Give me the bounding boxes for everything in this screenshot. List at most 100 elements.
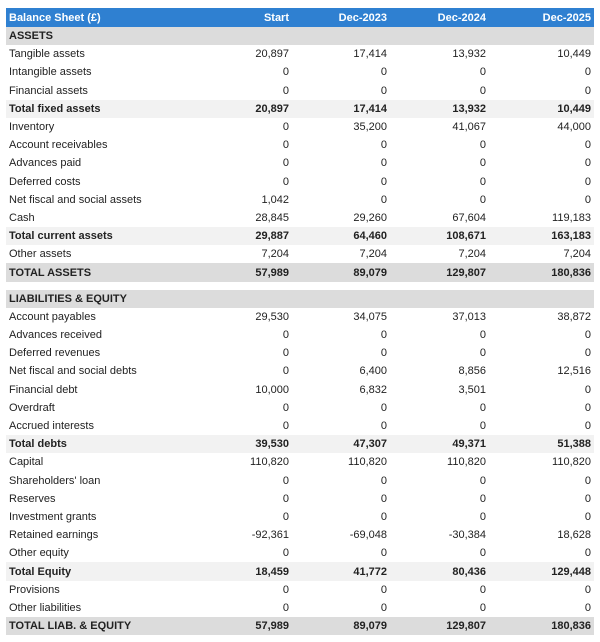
cell-value: 8,856 bbox=[458, 365, 486, 378]
cell-value: 0 bbox=[282, 510, 289, 523]
cell-value: 3,501 bbox=[458, 383, 486, 396]
cell-value: 49,371 bbox=[390, 435, 489, 454]
cell-value: 110,820 bbox=[447, 456, 486, 469]
cell-value: 0 bbox=[282, 66, 289, 79]
cell-value: 0 bbox=[479, 175, 486, 188]
cell-value: 0 bbox=[584, 583, 591, 596]
row-label: Total Equity bbox=[6, 562, 200, 581]
data-row: Capital 110,820 110,820 110,820 110,820 bbox=[6, 453, 594, 471]
cell-value: 110,820 bbox=[348, 456, 387, 469]
cell-value: 0 bbox=[584, 175, 591, 188]
row-label: Shareholders' loan bbox=[9, 474, 101, 487]
data-row: Investment grants 0 0 0 0 bbox=[6, 508, 594, 526]
cell-value: 0 bbox=[479, 347, 486, 360]
cell-value: 0 bbox=[380, 347, 387, 360]
cell-value: 35,200 bbox=[353, 121, 387, 134]
cell-value: 17,414 bbox=[292, 99, 390, 118]
subtotal-row: Total Equity 18,459 41,772 80,436 129,448 bbox=[6, 562, 594, 581]
cell-value: 108,671 bbox=[390, 227, 489, 246]
cell-value: 0 bbox=[479, 420, 486, 433]
cell-value: 0 bbox=[282, 121, 289, 134]
cell-value: 38,872 bbox=[557, 310, 591, 323]
cell-value: 0 bbox=[282, 157, 289, 170]
cell-value: -30,384 bbox=[448, 529, 486, 542]
row-label: Account payables bbox=[9, 310, 96, 323]
data-row: Reserves 0 0 0 0 bbox=[6, 490, 594, 508]
data-row: Inventory 0 35,200 41,067 44,000 bbox=[6, 118, 594, 136]
row-label: Other liabilities bbox=[9, 601, 82, 614]
row-label: Cash bbox=[9, 211, 35, 224]
row-label: Advances received bbox=[9, 329, 102, 342]
row-label: Other assets bbox=[9, 248, 72, 261]
cell-value: 64,460 bbox=[292, 227, 390, 246]
subtotal-row: Total current assets 29,887 64,460 108,671 1… bbox=[6, 227, 594, 246]
cell-value: 129,448 bbox=[489, 562, 594, 581]
cell-value: 89,079 bbox=[292, 263, 390, 282]
cell-value: 0 bbox=[479, 492, 486, 505]
row-label: Net fiscal and social debts bbox=[9, 365, 137, 378]
cell-value: 0 bbox=[380, 474, 387, 487]
cell-value: 0 bbox=[584, 383, 591, 396]
cell-value: 0 bbox=[584, 84, 591, 97]
cell-value: 0 bbox=[380, 66, 387, 79]
cell-value: 0 bbox=[479, 401, 486, 414]
cell-value: 0 bbox=[584, 601, 591, 614]
cell-value: 0 bbox=[380, 583, 387, 596]
cell-value: 0 bbox=[584, 193, 591, 206]
cell-value: 13,932 bbox=[390, 99, 489, 118]
cell-value: 0 bbox=[479, 547, 486, 560]
cell-value: 0 bbox=[380, 492, 387, 505]
cell-value: 18,628 bbox=[557, 529, 591, 542]
row-label: TOTAL ASSETS bbox=[6, 263, 200, 282]
cell-value: 7,204 bbox=[261, 248, 289, 261]
cell-value: 0 bbox=[479, 193, 486, 206]
cell-value: 57,989 bbox=[200, 263, 292, 282]
cell-value: 110,820 bbox=[552, 456, 591, 469]
cell-value: 163,183 bbox=[489, 227, 594, 246]
cell-value: 0 bbox=[479, 474, 486, 487]
row-label: Financial assets bbox=[9, 84, 88, 97]
cell-value: 7,204 bbox=[563, 248, 591, 261]
cell-value: 129,807 bbox=[390, 617, 489, 636]
cell-value: 0 bbox=[380, 329, 387, 342]
cell-value: 13,932 bbox=[452, 48, 486, 61]
row-label: Advances paid bbox=[9, 157, 82, 170]
section-row: LIABILITIES & EQUITY bbox=[6, 289, 594, 308]
cell-value: 0 bbox=[584, 492, 591, 505]
cell-value: 0 bbox=[584, 401, 591, 414]
column-header: Dec-2023 bbox=[292, 8, 390, 27]
cell-value: 10,000 bbox=[255, 383, 289, 396]
cell-value: 80,436 bbox=[390, 562, 489, 581]
cell-value: 0 bbox=[282, 365, 289, 378]
cell-value: 0 bbox=[282, 84, 289, 97]
cell-value: 0 bbox=[282, 401, 289, 414]
data-row: Deferred costs 0 0 0 0 bbox=[6, 173, 594, 191]
cell-value: 0 bbox=[282, 420, 289, 433]
cell-value: 6,400 bbox=[359, 365, 387, 378]
data-row: Account payables 29,530 34,075 37,013 38,872 bbox=[6, 308, 594, 326]
cell-value: 57,989 bbox=[200, 617, 292, 636]
cell-value: 0 bbox=[380, 84, 387, 97]
row-label: Reserves bbox=[9, 492, 56, 505]
cell-value: 0 bbox=[479, 66, 486, 79]
row-label: Tangible assets bbox=[9, 48, 85, 61]
column-header: Start bbox=[200, 8, 292, 27]
cell-value: 0 bbox=[479, 510, 486, 523]
cell-value: 0 bbox=[380, 601, 387, 614]
data-row: Advances received 0 0 0 0 bbox=[6, 326, 594, 344]
row-label: Account receivables bbox=[9, 139, 108, 152]
cell-value: 129,807 bbox=[390, 263, 489, 282]
cell-value: 39,530 bbox=[200, 435, 292, 454]
cell-value: 0 bbox=[282, 347, 289, 360]
cell-value: 47,307 bbox=[292, 435, 390, 454]
cell-value: 0 bbox=[584, 329, 591, 342]
cell-value: 29,887 bbox=[200, 227, 292, 246]
data-row: Financial debt 10,000 6,832 3,501 0 bbox=[6, 381, 594, 399]
cell-value: 1,042 bbox=[261, 193, 289, 206]
subtotal-row: Total fixed assets 20,897 17,414 13,932 10,4… bbox=[6, 99, 594, 118]
cell-value: 0 bbox=[380, 420, 387, 433]
cell-value: 20,897 bbox=[255, 48, 289, 61]
row-label: Investment grants bbox=[9, 510, 97, 523]
cell-value: 0 bbox=[282, 583, 289, 596]
cell-value: 0 bbox=[380, 175, 387, 188]
